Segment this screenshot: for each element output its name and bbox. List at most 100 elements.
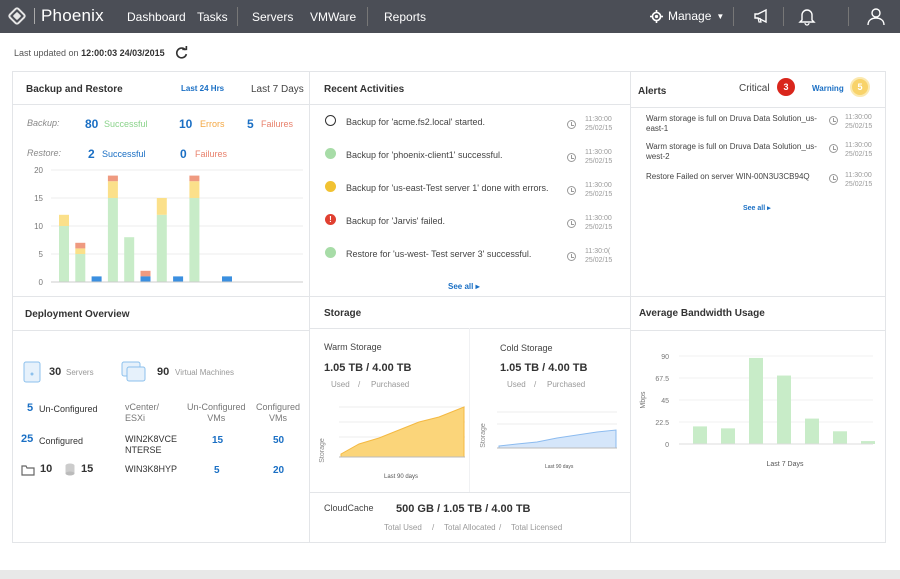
critical-count-badge[interactable]: 3 [777,78,795,96]
bandwidth-bar[interactable] [721,428,735,444]
cloudcache-label: CloudCache [324,503,374,513]
nav-vmware[interactable]: VMWare [310,10,357,24]
top-navigation-bar: Phoenix Dashboard Tasks Servers VMWare R… [0,0,900,33]
status-error-icon: ! [325,214,336,225]
x-axis-label: Last 7 Days [767,461,804,468]
alert-text: Warm storage is full on Druva Data Solut… [646,142,817,151]
clock-icon [567,186,576,195]
database-icon [65,463,75,476]
bar-errors[interactable] [107,181,118,198]
y-tick-label: 5 [39,250,44,259]
col-label: Un-Configured [187,402,246,412]
col-vcenter-esxi: vCenter/ESXi [125,402,159,424]
warm-storage-title: Warm Storage [324,342,382,352]
bar-successful[interactable] [107,198,118,282]
activity-date: 25/02/15 [585,224,613,231]
slash: / [499,523,502,532]
unconfigured-vms-value[interactable]: 15 [212,435,224,446]
bar-errors[interactable] [59,214,69,226]
bar-restore[interactable] [91,276,102,282]
backup-label: Backup: [27,118,60,128]
user-icon[interactable] [866,6,886,26]
y-tick-label: 15 [34,194,43,203]
nav-tasks[interactable]: Tasks [197,10,228,24]
bar-errors[interactable] [156,198,167,215]
warm-used-label: Used [331,380,350,389]
restore-label: Restore: [27,148,62,158]
chevron-down-icon: ▼ [716,11,725,21]
clock-icon [567,153,576,162]
restore-failures-label: Failures [195,149,228,159]
bar-failures[interactable] [189,175,200,182]
refresh-icon[interactable] [175,46,188,59]
alert-time: 11:30:00 [845,142,872,149]
bar-failures[interactable] [107,175,118,182]
activity-date: 25/02/15 [585,257,613,264]
activity-text: Backup for 'us-east-Test server 1' done … [346,183,549,193]
bell-icon[interactable] [798,6,816,26]
app-logo[interactable]: Phoenix [7,6,104,26]
bar-errors[interactable] [189,181,200,198]
bar-restore[interactable] [222,276,232,282]
divider [630,72,631,542]
critical-label[interactable]: Critical [739,83,770,94]
bar-successful[interactable] [189,198,200,282]
divider [630,330,885,331]
bandwidth-bar[interactable] [693,426,707,444]
servers-count: 30 [49,366,62,378]
database-count: 15 [81,463,94,475]
configured-count: 25 [21,433,34,445]
bandwidth-bar[interactable] [861,441,875,444]
bar-restore[interactable] [173,276,184,282]
nav-dashboard[interactable]: Dashboard [127,10,186,24]
last-updated: Last updated on 12:00:03 24/03/2015 [14,48,165,58]
bar-errors[interactable] [75,248,86,254]
activity-text: Backup for 'phoenix-client1' successful. [346,150,503,160]
alert-date: 25/02/15 [845,123,873,130]
nav-divider [367,7,368,26]
bar-restore[interactable] [140,276,151,282]
backup-failures-label: Failures [261,119,294,129]
y-tick-label: 10 [34,222,43,231]
bottom-scrollbar[interactable] [0,570,900,579]
backup-errors-count: 10 [179,117,193,131]
warning-count-badge[interactable]: 5 [850,77,870,97]
manage-menu[interactable]: Manage ▼ [650,9,724,23]
alerts-see-all-link[interactable]: See all ▸ [743,204,771,212]
nav-servers[interactable]: Servers [252,10,294,24]
manage-label: Manage [668,9,712,23]
configured-vms-value[interactable]: 20 [273,465,285,476]
bar-successful[interactable] [75,254,86,282]
vms-label: Virtual Machines [175,368,234,377]
bar-successful[interactable] [124,237,135,282]
recent-activities-title: Recent Activities [324,84,405,95]
bar-failures[interactable] [140,270,151,277]
bandwidth-bar[interactable] [749,357,763,444]
configured-label: Configured [39,436,84,446]
tab-last-24-hrs[interactable]: Last 24 Hrs [181,84,225,93]
activity-date: 25/02/15 [585,125,613,132]
bar-successful[interactable] [59,226,69,282]
warning-label[interactable]: Warning [812,84,844,93]
alerts-title: Alerts [638,86,667,97]
configured-vms-value[interactable]: 50 [273,435,285,446]
bandwidth-bar[interactable] [833,431,847,444]
cold-storage-area-chart [497,411,617,449]
nav-reports[interactable]: Reports [384,10,427,24]
clock-icon [829,174,838,183]
bar-successful[interactable] [156,214,167,282]
bar-failures[interactable] [75,242,86,249]
activities-see-all-link[interactable]: See all ▸ [448,282,480,291]
alert-text: Restore Failed on server WIN-00N3U3CB94Q [646,172,810,181]
megaphone-icon[interactable] [752,6,772,26]
y-tick-label: 22.5 [655,420,669,427]
unconfigured-vms-value[interactable]: 5 [214,465,220,476]
activity-time: 11:30:00 [585,116,612,123]
bandwidth-bar[interactable] [805,418,819,444]
bandwidth-bar[interactable] [777,375,791,444]
col-label: vCenter/ [125,402,160,412]
tab-last-7-days[interactable]: Last 7 Days [251,84,304,95]
col-label: Configured [256,402,301,412]
divider [469,328,470,492]
clock-icon [829,144,838,153]
